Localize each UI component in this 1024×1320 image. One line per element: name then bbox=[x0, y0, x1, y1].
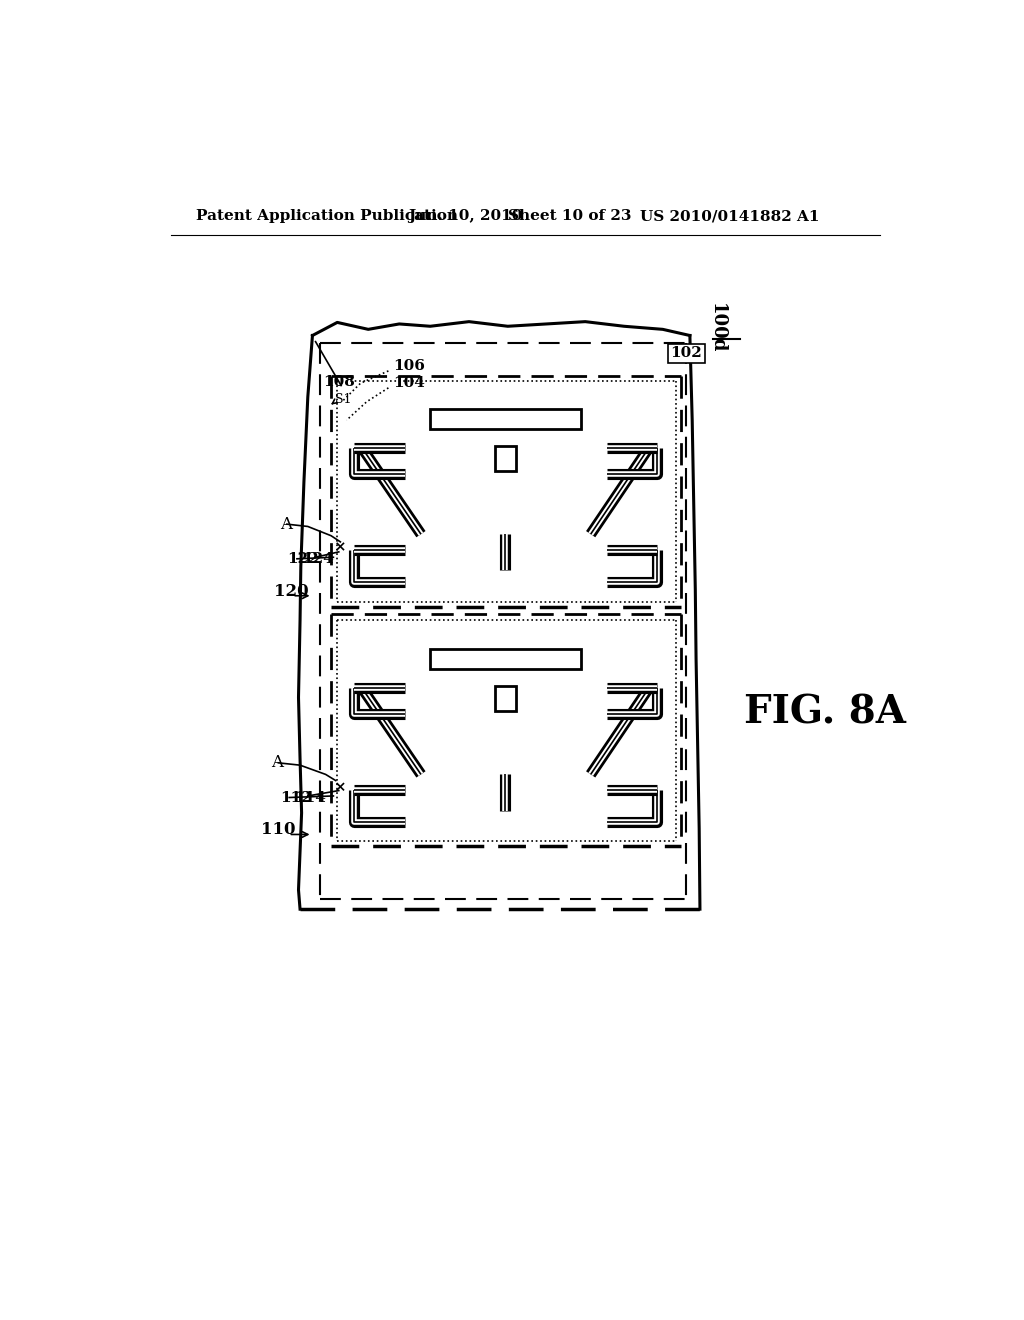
Text: 122: 122 bbox=[288, 552, 319, 566]
Text: 114: 114 bbox=[295, 791, 327, 804]
Text: 110: 110 bbox=[261, 821, 296, 838]
Text: 100d: 100d bbox=[708, 302, 726, 352]
Text: US 2010/0141882 A1: US 2010/0141882 A1 bbox=[640, 209, 819, 223]
Text: 112: 112 bbox=[280, 791, 311, 804]
Text: 108: 108 bbox=[324, 375, 355, 388]
Text: Sheet 10 of 23: Sheet 10 of 23 bbox=[508, 209, 631, 223]
Text: 104: 104 bbox=[393, 376, 425, 391]
Text: 102: 102 bbox=[671, 346, 702, 360]
Bar bbox=[495, 686, 516, 711]
Text: 106: 106 bbox=[393, 359, 425, 374]
Bar bbox=[495, 446, 516, 471]
Text: 124: 124 bbox=[302, 552, 334, 566]
Text: S1: S1 bbox=[335, 393, 351, 407]
Text: A: A bbox=[280, 516, 292, 533]
Bar bbox=[430, 409, 582, 429]
Text: FIG. 8A: FIG. 8A bbox=[744, 694, 906, 731]
Bar bbox=[430, 649, 582, 669]
Text: 120: 120 bbox=[273, 582, 308, 599]
Text: Jun. 10, 2010: Jun. 10, 2010 bbox=[409, 209, 523, 223]
Text: Patent Application Publication: Patent Application Publication bbox=[197, 209, 458, 223]
Text: A: A bbox=[271, 754, 284, 771]
